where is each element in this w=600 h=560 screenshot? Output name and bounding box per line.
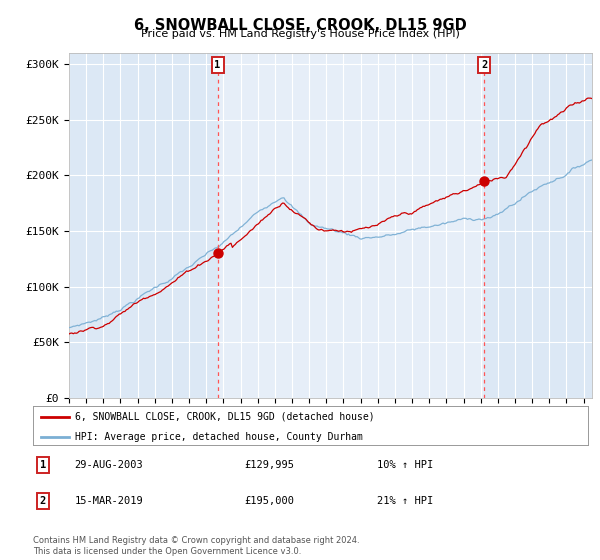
Text: £195,000: £195,000 [244,496,294,506]
Text: 6, SNOWBALL CLOSE, CROOK, DL15 9GD: 6, SNOWBALL CLOSE, CROOK, DL15 9GD [134,18,466,33]
Text: HPI: Average price, detached house, County Durham: HPI: Average price, detached house, Coun… [74,432,362,442]
Text: 21% ↑ HPI: 21% ↑ HPI [377,496,433,506]
Text: £129,995: £129,995 [244,460,294,470]
Text: Contains HM Land Registry data © Crown copyright and database right 2024.
This d: Contains HM Land Registry data © Crown c… [33,536,359,556]
Text: 15-MAR-2019: 15-MAR-2019 [74,496,143,506]
Text: 6, SNOWBALL CLOSE, CROOK, DL15 9GD (detached house): 6, SNOWBALL CLOSE, CROOK, DL15 9GD (deta… [74,412,374,422]
Text: 1: 1 [214,60,221,70]
Bar [218,53,484,398]
Text: 10% ↑ HPI: 10% ↑ HPI [377,460,433,470]
Text: 2: 2 [40,496,46,506]
Text: 29-AUG-2003: 29-AUG-2003 [74,460,143,470]
Text: 1: 1 [40,460,46,470]
Text: 2: 2 [481,60,487,70]
Text: Price paid vs. HM Land Registry's House Price Index (HPI): Price paid vs. HM Land Registry's House … [140,29,460,39]
